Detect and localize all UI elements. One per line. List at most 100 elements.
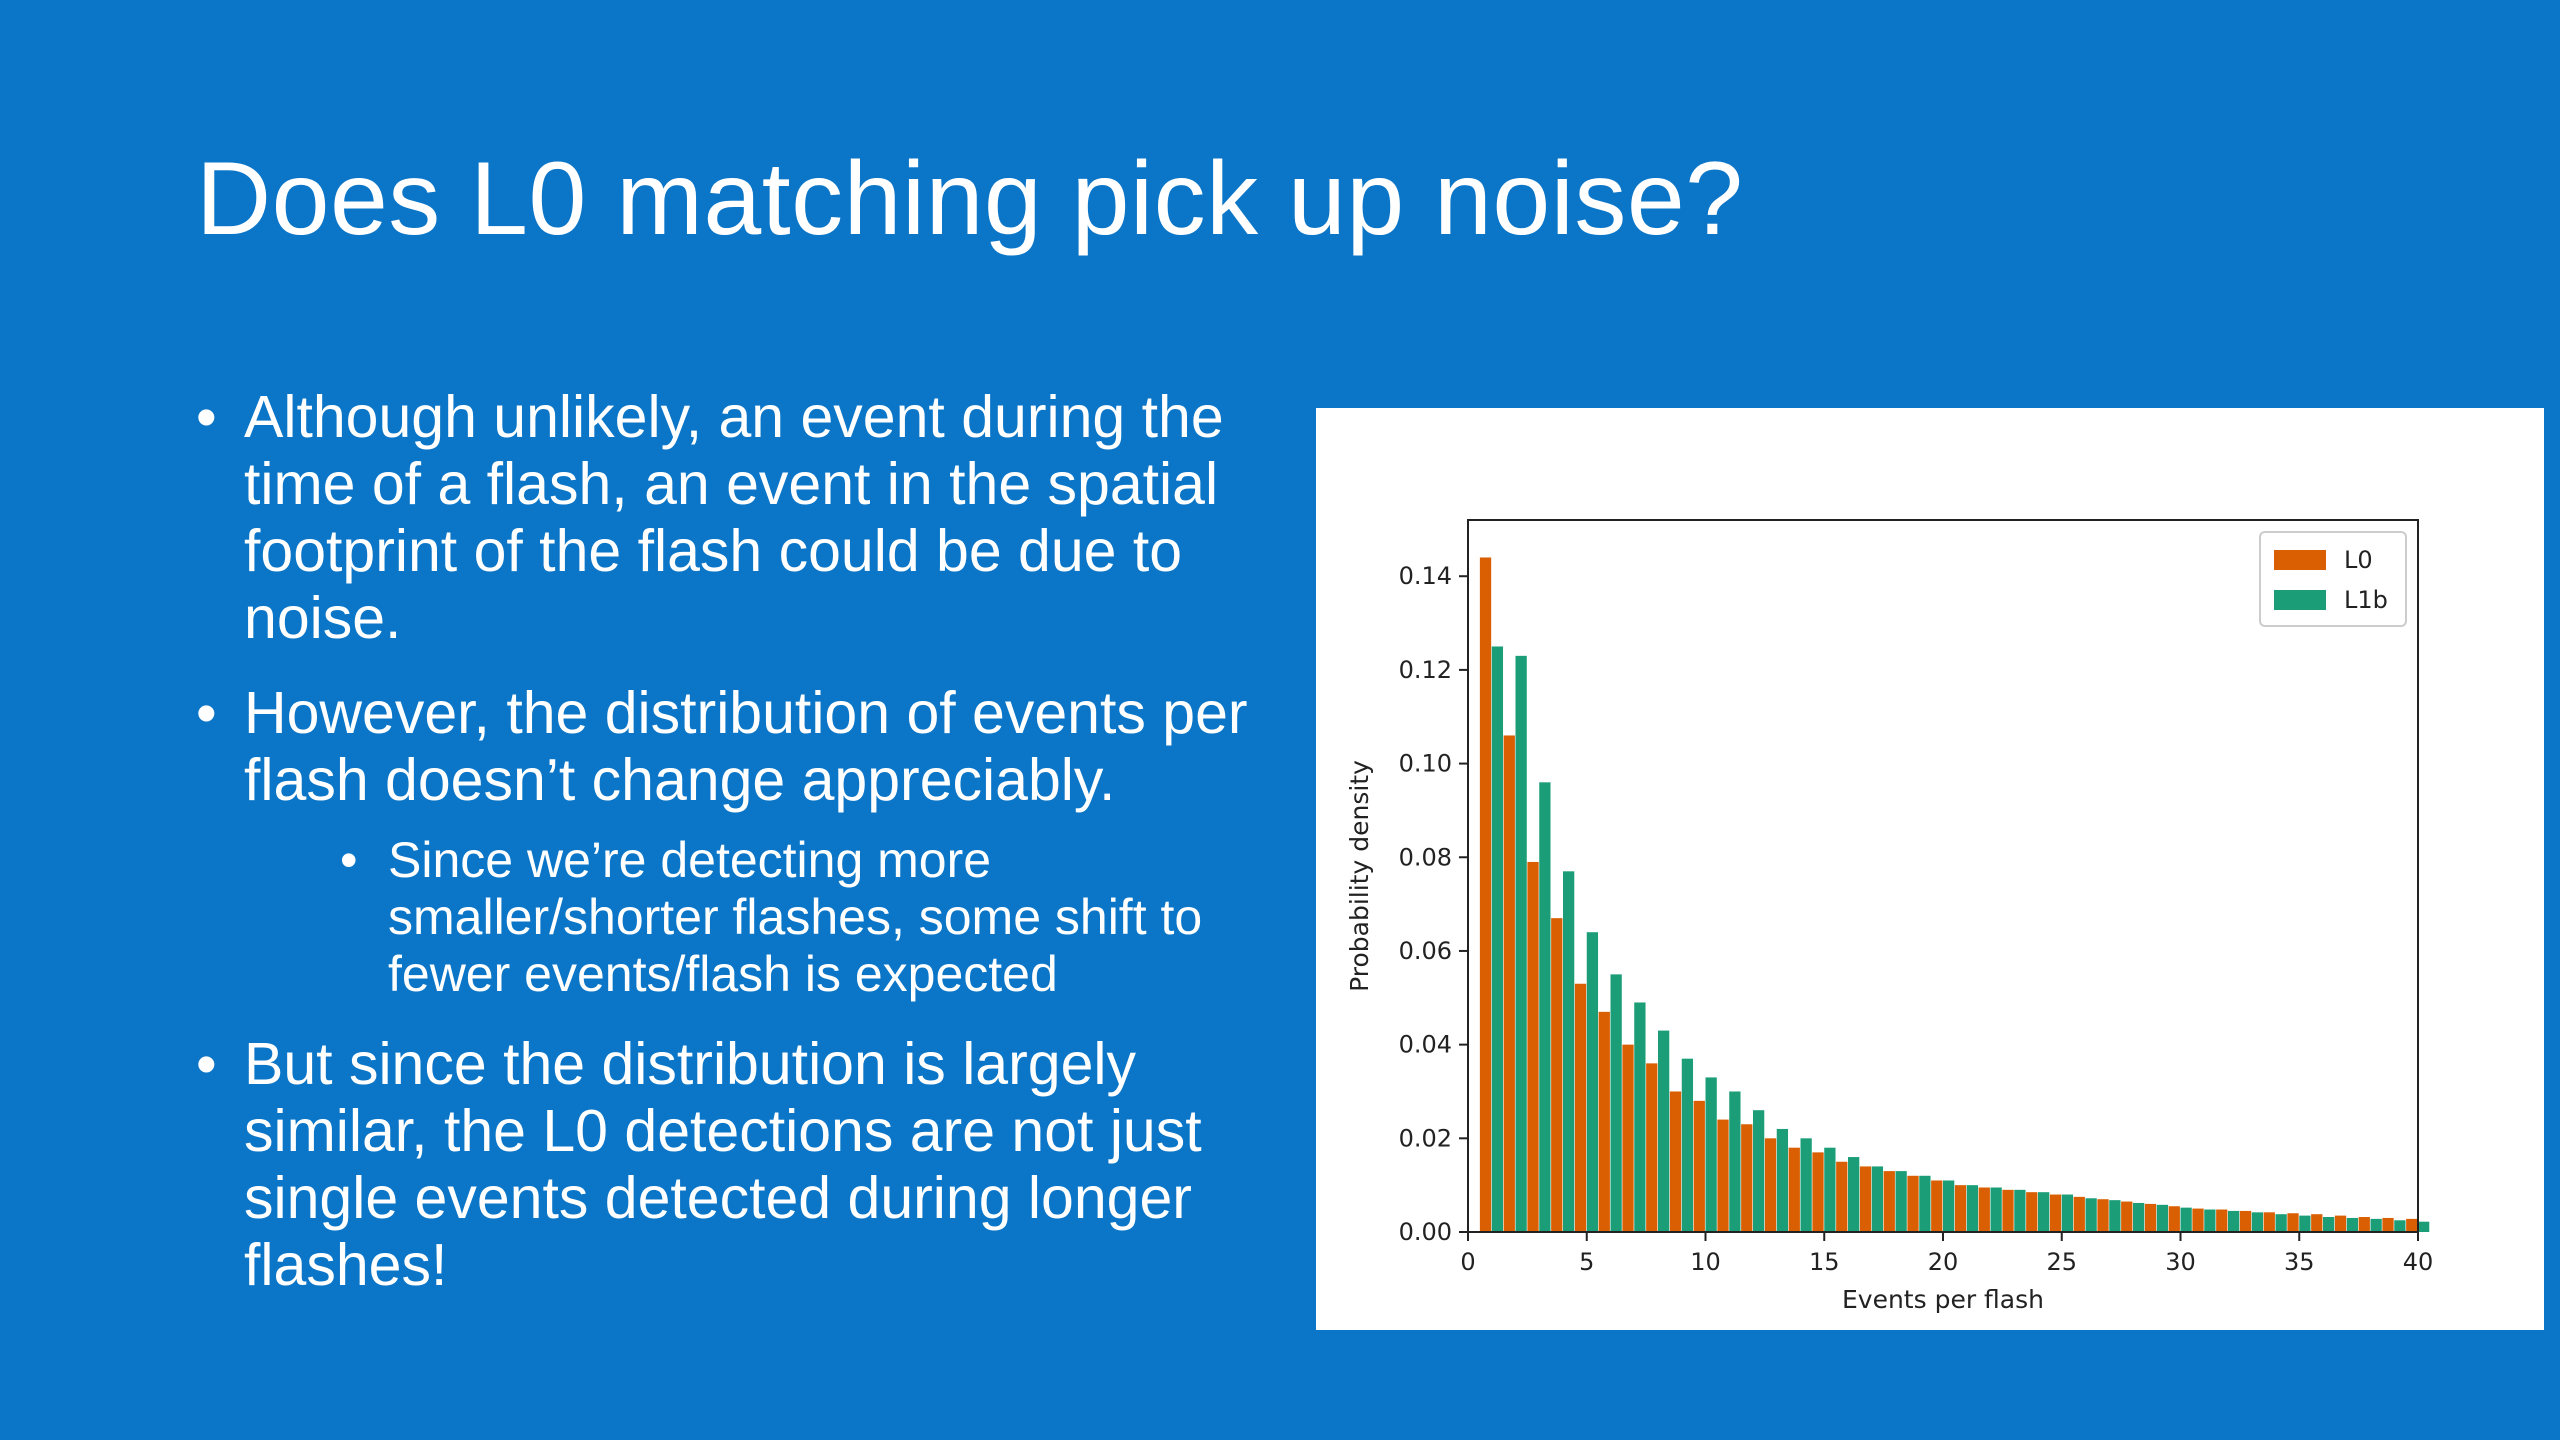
bar-l0-28 [2121,1201,2133,1232]
bar-l1b-21 [1966,1185,1979,1232]
y-tick-label: 0.02 [1399,1124,1452,1152]
bar-l0-34 [2263,1212,2275,1232]
y-tick-label: 0.12 [1399,656,1452,684]
x-tick-label: 35 [2284,1248,2315,1276]
y-axis-label: Probability density [1345,760,1374,992]
bar-l0-36 [2311,1214,2323,1232]
bar-l1b-11 [1729,1091,1741,1232]
x-tick-label: 10 [1690,1248,1721,1276]
x-tick-label: 40 [2403,1248,2434,1276]
bar-l0-17 [1859,1166,1872,1232]
legend-swatch-l1b [2274,590,2326,610]
bar-l0-19 [1907,1175,1919,1232]
sub-bullet-item: Since we’re detecting more smaller/short… [340,832,1266,1003]
bar-l1b-35 [2299,1215,2311,1232]
bar-l1b-12 [1753,1110,1765,1232]
bar-l1b-39 [2394,1220,2406,1232]
bar-l0-38 [2358,1217,2370,1232]
bar-l0-14 [1788,1147,1800,1232]
y-tick-label: 0.10 [1399,750,1452,778]
y-tick-label: 0.14 [1399,562,1452,590]
bar-l0-6 [1598,1011,1610,1232]
bar-l1b-40 [2418,1221,2430,1232]
histogram-chart: 0 5 10 15 20 25 30 35 40 0.00 0.02 0.04 0.06 0.08 0.10… [1345,519,2434,1314]
bar-l0-23 [2002,1189,2014,1232]
bar-l0-7 [1622,1044,1634,1232]
bar-l1b-32 [2228,1210,2240,1232]
bar-l1b-33 [2251,1212,2264,1232]
bar-l0-18 [1883,1171,1895,1232]
y-tick-label: 0.00 [1399,1218,1452,1246]
bar-l0-15 [1812,1152,1824,1232]
bar-l0-37 [2334,1215,2347,1232]
bar-l1b-22 [1990,1187,2002,1232]
x-tick-label: 0 [1460,1248,1475,1276]
bar-l0-2 [1503,735,1515,1232]
bar-l0-16 [1836,1161,1848,1232]
bar-l1b-29 [2156,1204,2169,1232]
bar-l1b-4 [1563,871,1575,1232]
x-tick-label: 30 [2165,1248,2196,1276]
bar-l1b-24 [2038,1192,2050,1232]
bar-l0-9 [1669,1091,1682,1232]
bar-l1b-14 [1800,1138,1812,1232]
bar-l0-32 [2216,1209,2228,1232]
bar-l1b-27 [2109,1200,2121,1232]
bar-l1b-15 [1824,1147,1836,1232]
bullet-item: But since the distribution is largely si… [196,1031,1266,1299]
bar-l0-25 [2049,1194,2062,1232]
bar-l1b-31 [2204,1209,2216,1232]
bullet-text: But since the distribution is largely si… [244,1031,1202,1298]
bar-l1b-3 [1539,782,1551,1232]
bar-l1b-36 [2323,1217,2335,1232]
bar-l1b-6 [1610,974,1622,1232]
bar-l1b-19 [1919,1175,1931,1232]
bar-l0-35 [2287,1213,2299,1232]
bar-l1b-28 [2133,1202,2145,1232]
bullet-list: Although unlikely, an event during the t… [196,384,1266,1327]
x-tick-label: 20 [1928,1248,1959,1276]
bar-l1b-26 [2085,1198,2097,1232]
bar-l1b-10 [1705,1077,1717,1232]
bullet-text: However, the distribution of events per … [244,680,1248,813]
bar-l0-31 [2192,1208,2204,1232]
bar-l0-13 [1764,1138,1777,1232]
bar-l1b-1 [1491,646,1504,1232]
bar-l1b-9 [1681,1058,1694,1232]
bar-l0-27 [2097,1199,2109,1232]
bar-l1b-37 [2346,1217,2359,1232]
bar-l1b-25 [2061,1194,2074,1232]
bar-l0-12 [1741,1124,1753,1232]
bullet-item: However, the distribution of events per … [196,680,1266,1003]
x-tick-label: 25 [2046,1248,2077,1276]
bar-l1b-2 [1515,655,1527,1232]
bar-l1b-34 [2275,1214,2287,1232]
bar-l1b-38 [2370,1218,2382,1232]
x-axis-label: Events per flash [1842,1285,2044,1314]
slide-title: Does L0 matching pick up noise? [196,141,1744,257]
bar-l0-11 [1717,1119,1729,1232]
bar-l0-40 [2406,1218,2418,1232]
bar-l1b-20 [1943,1180,1955,1232]
legend-swatch-l0 [2274,550,2326,570]
bar-l1b-17 [1871,1166,1884,1232]
bar-l1b-23 [2014,1189,2026,1232]
bar-l1b-30 [2180,1207,2192,1232]
bar-l0-39 [2382,1217,2394,1232]
bar-l0-22 [1978,1187,1990,1232]
x-tick-label: 5 [1579,1248,1594,1276]
bullet-item: Although unlikely, an event during the t… [196,384,1266,652]
y-tick-label: 0.04 [1399,1031,1452,1059]
bar-l0-21 [1954,1185,1967,1232]
legend-label-l0: L0 [2344,546,2373,574]
bar-l1b-7 [1634,1002,1646,1232]
bar-l0-29 [2144,1203,2157,1232]
y-tick-label: 0.08 [1399,843,1452,871]
bar-l0-8 [1646,1063,1658,1232]
bar-l0-33 [2239,1210,2252,1232]
bar-l0-3 [1527,861,1539,1232]
bullet-text: Although unlikely, an event during the t… [244,384,1224,651]
bar-l0-26 [2073,1196,2085,1232]
bar-l1b-5 [1586,932,1599,1232]
bar-l0-10 [1693,1100,1705,1232]
